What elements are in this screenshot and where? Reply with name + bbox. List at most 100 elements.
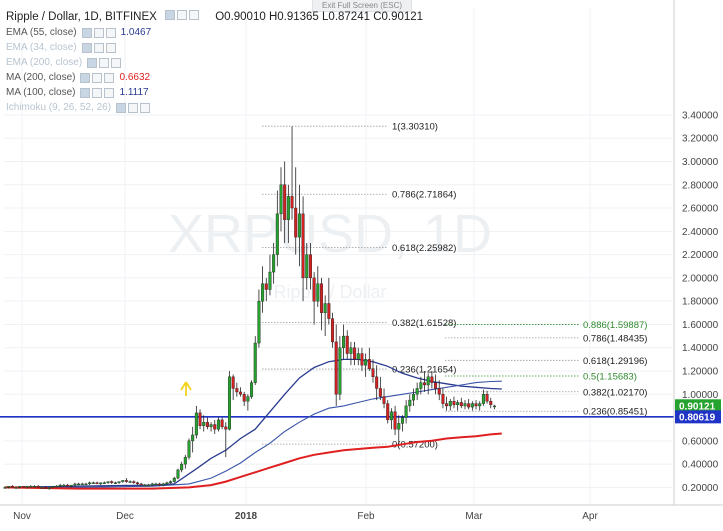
y-tick-label: 2.20000 (682, 250, 719, 261)
candle (356, 347, 360, 366)
eye-icon[interactable] (80, 72, 91, 83)
candle (91, 481, 95, 484)
candle (66, 483, 70, 487)
candle (231, 374, 235, 401)
candle-body (478, 403, 482, 407)
candle (467, 398, 471, 410)
indicator-row[interactable]: MA (200, close) 0.6632 (6, 70, 423, 85)
candle-body (99, 482, 103, 485)
candle (286, 184, 290, 243)
candle-body (36, 486, 40, 488)
eye-icon[interactable] (81, 27, 92, 38)
candle-body (113, 482, 117, 484)
settings-icon[interactable] (92, 72, 103, 83)
candle (183, 454, 187, 469)
candle-body (456, 402, 460, 405)
exit-fullscreen-button[interactable]: Exit Full Screen (ESC) (312, 0, 412, 12)
candle (18, 486, 22, 489)
y-tick-label: 0.20000 (682, 483, 719, 494)
ohlc-high: H0.91365 (268, 11, 319, 23)
candle (312, 272, 316, 325)
indicator-buttons[interactable] (81, 42, 116, 53)
close-icon[interactable] (105, 42, 116, 53)
candle (128, 480, 132, 483)
indicator-name: MA (200, close) (6, 72, 76, 83)
candle-body (62, 484, 66, 487)
candle-body (158, 483, 162, 486)
indicator-buttons[interactable] (80, 72, 115, 83)
candle-body (128, 481, 132, 483)
y-tick-label: 0.40000 (682, 460, 719, 471)
header-buttons[interactable] (165, 10, 200, 20)
candle (77, 482, 81, 486)
settings-icon[interactable] (99, 57, 110, 68)
candle (110, 480, 114, 484)
close-icon[interactable] (104, 87, 115, 98)
y-tick-label: 1.40000 (682, 343, 719, 354)
close-icon[interactable] (104, 72, 115, 83)
eye-icon[interactable] (87, 57, 98, 68)
candle (415, 382, 419, 401)
eye-icon[interactable] (81, 42, 92, 53)
indicator-row[interactable]: MA (100, close) 1.1117 (6, 85, 423, 100)
candle (279, 167, 283, 232)
close-icon[interactable] (189, 10, 200, 20)
indicator-row[interactable]: Ichimoku (9, 26, 52, 26) (6, 100, 423, 115)
close-icon[interactable] (140, 102, 151, 113)
candle (84, 482, 88, 486)
candle (99, 482, 103, 486)
indicator-row[interactable]: EMA (55, close) 1.0467 (6, 25, 423, 40)
ohlc-low: L0.87241 (322, 11, 370, 23)
symbol-title: Ripple / Dollar, 1D, BITFINEX (6, 11, 157, 23)
settings-icon[interactable] (93, 27, 104, 38)
candle (364, 353, 368, 377)
candle (139, 482, 143, 487)
indicator-buttons[interactable] (80, 87, 115, 98)
candle (334, 324, 338, 406)
settings-icon[interactable] (93, 42, 104, 53)
settings-icon[interactable] (177, 10, 188, 20)
indicator-buttons[interactable] (116, 102, 151, 113)
candle (198, 409, 202, 430)
indicator-row[interactable]: EMA (34, close) (6, 40, 423, 55)
candle (301, 196, 305, 302)
candle-body (423, 382, 427, 386)
candle-body (7, 486, 11, 488)
candle-body (437, 388, 441, 395)
candle-body (132, 481, 136, 483)
candle-body (110, 481, 114, 483)
candle (106, 481, 110, 484)
candle (261, 266, 265, 313)
close-icon[interactable] (105, 27, 116, 38)
candle-body (47, 487, 51, 489)
close-icon[interactable] (111, 57, 122, 68)
candle (117, 481, 121, 484)
candle (95, 481, 99, 485)
settings-icon[interactable] (128, 102, 139, 113)
candle-body (283, 184, 287, 220)
settings-icon[interactable] (92, 87, 103, 98)
eye-icon[interactable] (80, 87, 91, 98)
eye-icon[interactable] (165, 10, 176, 20)
candle (353, 341, 357, 366)
candle-body (51, 486, 55, 488)
candle-body (3, 487, 7, 489)
fib2-label: 0.886(1.59887) (583, 320, 647, 331)
candle (268, 254, 272, 296)
candle-body (213, 424, 217, 430)
indicator-buttons[interactable] (87, 57, 122, 68)
candle-body (316, 283, 320, 302)
candle-body (32, 486, 36, 488)
candle (434, 374, 438, 395)
candle (47, 487, 51, 490)
candle (55, 485, 59, 488)
indicator-name: Ichimoku (9, 26, 52, 26) (6, 102, 112, 113)
eye-icon[interactable] (116, 102, 127, 113)
indicator-row[interactable]: EMA (200, close) (6, 55, 423, 70)
candle (349, 341, 353, 366)
indicator-buttons[interactable] (81, 27, 116, 38)
candle-body (183, 456, 187, 465)
